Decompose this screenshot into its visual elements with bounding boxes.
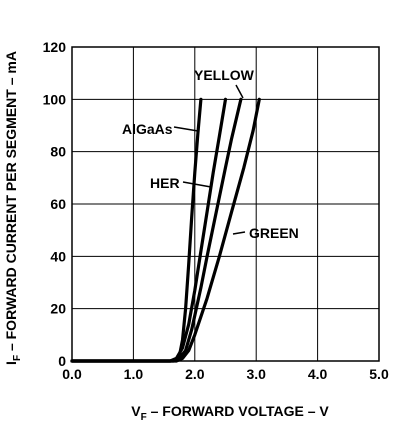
series-line-algaas [70,97,203,363]
y-tick-label: 20 [50,301,66,317]
series-line-her [70,97,228,363]
plot-frame [71,46,380,362]
x-tick-label: 3.0 [246,366,266,382]
x-tick-label: 2.0 [185,366,205,382]
series-label-green: GREEN [249,225,299,241]
curve-layer [70,97,261,363]
y-tick-label: 80 [50,144,66,160]
x-tick-label: 4.0 [308,366,328,382]
x-axis-title: VF – FORWARD VOLTAGE – V [131,403,329,421]
y-tick-label: 100 [43,91,67,107]
tick-layer: 0.0 1.0 2.0 3.0 4.0 5.0 0 20 40 60 80 100 120 [43,39,389,382]
y-tick-label: 60 [50,196,66,212]
grid-layer [71,46,380,362]
y-tick-label: 0 [58,353,66,369]
y-tick-label: 40 [50,248,66,264]
series-leader-line [232,231,246,235]
label-layer: YELLOW AlGaAs HER GREEN [122,67,299,241]
leader-layer [173,84,246,235]
y-axis-title: IF – FORWARD CURRENT PER SEGMENT – mA [3,51,23,365]
x-tick-label: 5.0 [369,366,389,382]
series-label-yellow: YELLOW [194,67,255,83]
series-line-green [70,97,261,363]
series-leader-line [235,84,244,99]
series-label-algaas: AlGaAs [122,121,173,137]
x-tick-label: 1.0 [124,366,144,382]
series-line-yellow [70,97,243,363]
series-leader-line [173,126,199,132]
y-tick-label: 120 [43,39,67,55]
series-leader-line [182,181,212,188]
x-tick-label: 0.0 [62,366,82,382]
series-label-her: HER [150,175,180,191]
